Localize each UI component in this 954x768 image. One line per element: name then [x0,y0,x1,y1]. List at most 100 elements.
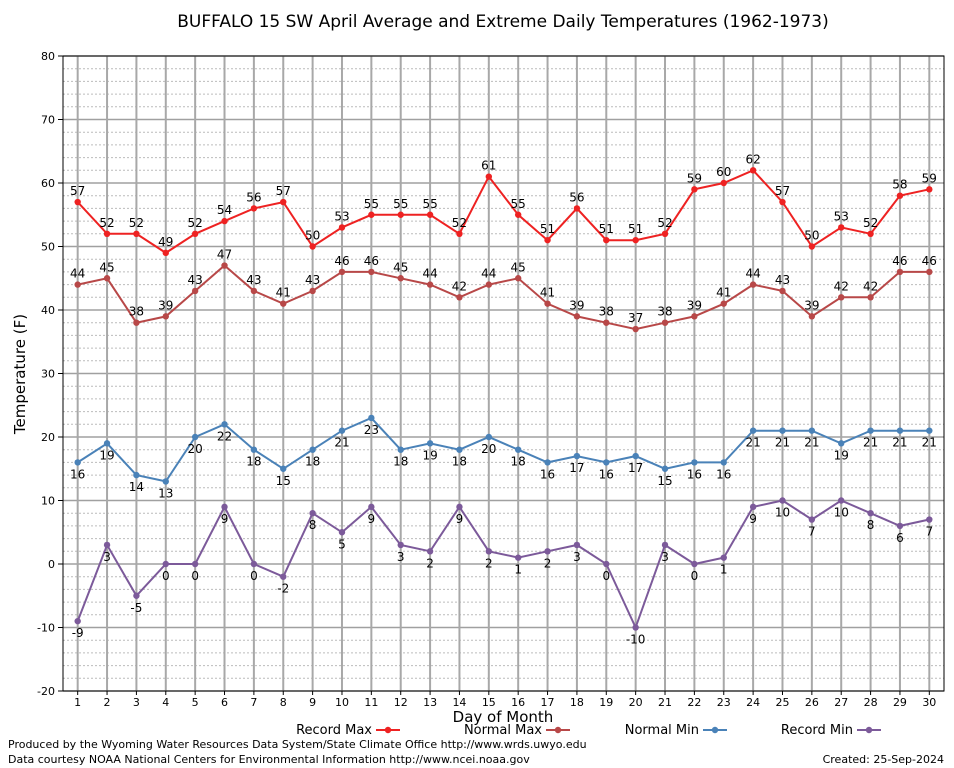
record-min-data-label: 2 [544,556,552,570]
y-axis-ticks: -20 -10 0 10 20 30 40 50 60 70 80 [37,50,63,698]
record-min-point [867,510,874,517]
normal-max-line [77,264,930,331]
record-max-data-label: 52 [452,216,467,230]
normal-max-data-label: 46 [364,254,379,268]
y-tick-label: 10 [41,495,55,508]
normal-max-point [338,268,346,276]
record-min-data-label: 10 [834,506,849,520]
y-tick-label: -10 [37,622,55,635]
normal-max-data-label: 42 [452,279,467,293]
normal-max-data-label: 46 [892,254,907,268]
normal-max-data-label: 43 [305,273,320,287]
normal-min-data-label: 18 [393,455,408,469]
normal-min-data-label: 21 [775,436,790,450]
normal-min-point [632,452,639,460]
normal-min-point [691,459,698,466]
x-tick-label: 15 [482,696,496,709]
legend-label-record-min: Record Min [781,723,853,738]
x-tick-label: 14 [452,696,466,709]
normal-min-point [221,421,228,428]
normal-max-point [74,281,81,288]
x-tick-label: 21 [658,696,672,709]
record-max-data-label: 60 [716,165,731,179]
normal-min-point [338,427,346,434]
normal-max-point [309,287,316,295]
record-max-data-label: 58 [892,178,907,192]
record-min-data-label: 10 [775,506,790,520]
record-min-point [514,554,522,561]
record-min-point [808,516,816,523]
normal-min-data-label: 17 [628,461,643,475]
normal-max-point [485,281,493,288]
record-max-data-label: 56 [569,190,584,204]
normal-min-data-label: 14 [129,480,144,494]
x-tick-label: 30 [922,696,936,709]
normal-max-data-label: 39 [158,298,173,312]
record-min-point [603,560,610,568]
normal-min-point [779,427,786,434]
normal-min-data-label: 15 [657,474,672,488]
normal-max-point [397,275,404,282]
record-max-data-label: 55 [422,197,437,211]
record-min-point [250,560,258,568]
record-min-point [632,624,639,631]
x-tick-label: 24 [746,696,760,709]
record-max-point [603,236,610,244]
normal-max-data-label: 39 [687,298,702,312]
x-tick-label: 18 [570,696,584,709]
normal-min-point [309,446,316,453]
record-max-point [779,198,786,206]
record-max-data-label: 57 [276,184,291,198]
normal-max-data-label: 46 [922,254,937,268]
normal-max-point [221,262,228,269]
legend-label-normal-max: Normal Max [464,723,542,738]
normal-min-point [397,446,404,453]
normal-min-point [103,440,111,447]
record-min-data-label: 3 [103,550,111,564]
normal-min-data-label: 13 [158,486,173,500]
record-max-point [838,224,845,231]
normal-max-data-label: 42 [834,279,849,293]
normal-max-point [749,281,757,288]
normal-max-point [808,313,816,320]
record-min-data-label: 5 [338,537,346,551]
record-min-data-label: 0 [191,569,199,583]
record-min-point [338,529,346,536]
record-min-point [426,548,434,555]
legend-marker-record-min [865,726,873,734]
record-min-series: -9 3 -5 0 0 9 0 -2 8 5 9 3 2 9 2 1 2 3 0 -10 3 0 1 9 10 7 10 8 6 7 [72,497,933,647]
normal-min-data-label: 21 [334,436,349,450]
record-max-point [867,230,874,237]
y-tick-label: 20 [41,431,55,444]
record-max-point [426,211,434,218]
x-tick-label: 7 [250,696,257,709]
legend-marker-record-max [384,726,392,734]
normal-max-point [280,300,287,307]
record-min-data-label: 0 [691,569,699,583]
record-max-data-label: 52 [188,216,203,230]
record-min-point [720,554,727,561]
normal-max-point [838,294,845,301]
normal-min-data-label: 16 [687,467,702,481]
record-min-point [221,503,228,511]
record-min-point [926,516,933,523]
normal-max-data-label: 39 [804,298,819,312]
normal-min-point [191,433,199,441]
normal-max-point [426,281,434,288]
normal-min-data-label: 20 [188,442,203,456]
normal-max-point [926,268,933,276]
normal-min-point [896,427,904,434]
normal-min-data-label: 18 [305,455,320,469]
normal-min-point [368,414,375,422]
record-min-point [280,573,287,580]
record-max-data-label: 53 [834,209,849,223]
normal-max-point [514,275,522,282]
record-max-data-label: 55 [511,197,526,211]
record-max-point [368,211,375,218]
record-min-point [691,560,698,568]
normal-min-data-label: 21 [863,436,878,450]
normal-min-point [603,459,610,466]
normal-min-point [280,465,287,472]
normal-max-data-label: 44 [70,267,85,281]
